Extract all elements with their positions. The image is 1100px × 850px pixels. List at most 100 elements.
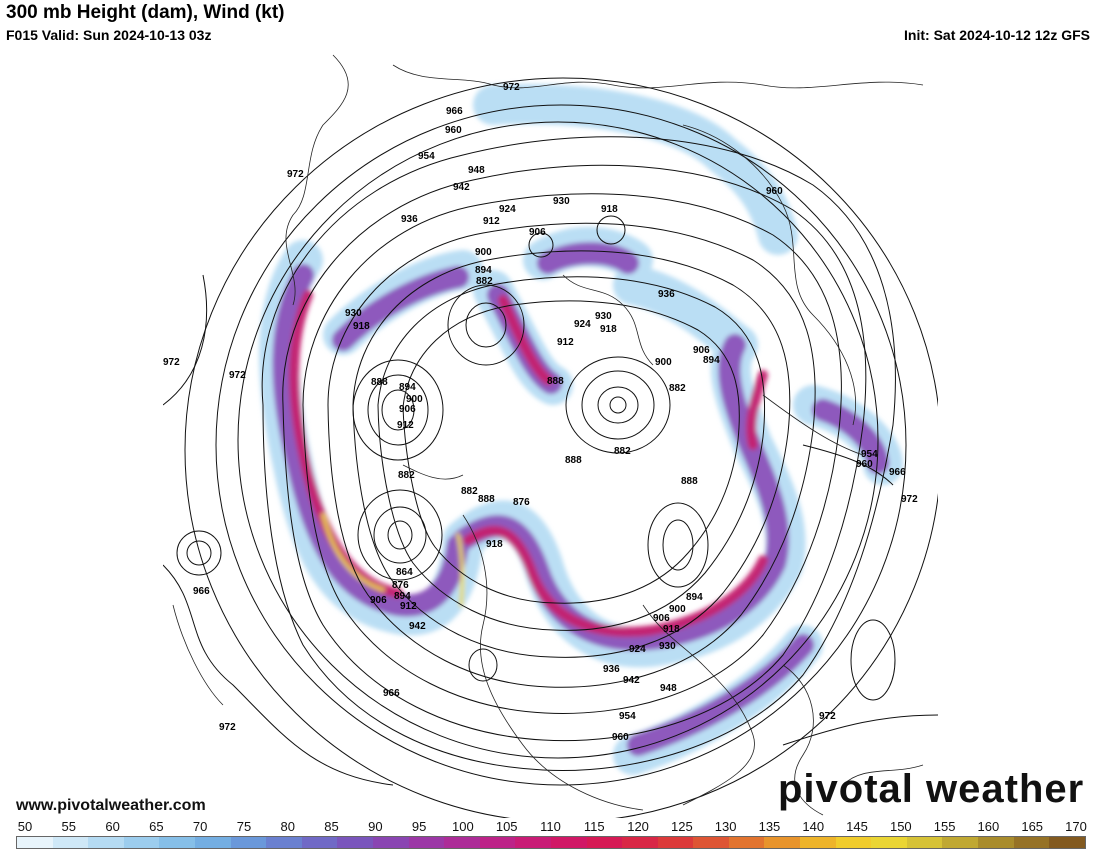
height-label: 894 bbox=[394, 591, 411, 602]
colorbar-swatch bbox=[622, 837, 658, 848]
height-label: 924 bbox=[499, 204, 516, 215]
height-label: 882 bbox=[476, 276, 493, 287]
colorbar-swatch bbox=[444, 837, 480, 848]
height-label: 876 bbox=[513, 497, 530, 508]
colorbar-tick-label: 70 bbox=[192, 819, 208, 834]
colorbar-tick-label: 90 bbox=[368, 819, 383, 834]
height-label: 912 bbox=[397, 420, 414, 431]
colorbar-tick-label: 130 bbox=[714, 819, 737, 834]
height-label: 882 bbox=[614, 446, 631, 457]
colorbar-swatch bbox=[942, 837, 979, 848]
colorbar-swatch bbox=[52, 837, 89, 848]
height-label: 888 bbox=[478, 494, 495, 505]
colorbar-swatch bbox=[266, 837, 302, 848]
colorbar-swatch bbox=[978, 837, 1014, 848]
colorbar-swatch bbox=[657, 837, 694, 848]
colorbar-tick-label: 85 bbox=[324, 819, 339, 834]
height-label: 936 bbox=[603, 664, 620, 675]
height-label: 888 bbox=[565, 455, 582, 466]
colorbar-swatch bbox=[123, 837, 160, 848]
height-label: 972 bbox=[287, 169, 304, 180]
colorbar-swatch bbox=[194, 837, 231, 848]
colorbar-tick-label: 135 bbox=[758, 819, 781, 834]
height-label: 906 bbox=[653, 613, 670, 624]
height-label: 900 bbox=[406, 394, 423, 405]
height-label: 936 bbox=[401, 214, 418, 225]
colorbar-tick-label: 65 bbox=[149, 819, 164, 834]
colorbar-tick-label: 110 bbox=[540, 819, 561, 834]
height-label: 966 bbox=[193, 586, 210, 597]
height-label: 930 bbox=[659, 641, 676, 652]
height-label: 900 bbox=[669, 604, 686, 615]
height-label: 966 bbox=[889, 467, 906, 478]
height-label: 912 bbox=[483, 216, 500, 227]
colorbar-swatch bbox=[479, 837, 516, 848]
colorbar-tick-label: 160 bbox=[977, 819, 1000, 834]
colorbar-swatch bbox=[693, 837, 729, 848]
colorbar-tick-label: 150 bbox=[889, 819, 912, 834]
height-label: 954 bbox=[418, 151, 435, 162]
colorbar-swatch bbox=[337, 837, 373, 848]
colorbar-tick-label: 140 bbox=[802, 819, 825, 834]
colorbar-swatch bbox=[800, 837, 836, 848]
height-label: 918 bbox=[600, 324, 617, 335]
height-label: 882 bbox=[398, 470, 415, 481]
height-label: 918 bbox=[663, 624, 680, 635]
height-label: 918 bbox=[353, 321, 370, 332]
colorbar-tick-label: 80 bbox=[280, 819, 295, 834]
height-label: 966 bbox=[383, 688, 400, 699]
colorbar-swatch bbox=[728, 837, 765, 848]
valid-time: F015 Valid: Sun 2024-10-13 03z bbox=[6, 27, 212, 43]
colorbar-swatch bbox=[301, 837, 338, 848]
init-time: Init: Sat 2024-10-12 12z GFS bbox=[904, 27, 1090, 43]
height-label: 936 bbox=[658, 289, 675, 300]
colorbar-tick-label: 105 bbox=[495, 819, 518, 834]
colorbar-swatch bbox=[871, 837, 907, 848]
height-label: 924 bbox=[574, 319, 591, 330]
colorbar-swatch bbox=[764, 837, 801, 848]
height-contours bbox=[163, 77, 938, 818]
colorbar-swatch bbox=[230, 837, 267, 848]
height-label: 960 bbox=[612, 732, 629, 743]
colorbar-tick-label: 125 bbox=[671, 819, 693, 834]
colorbar-swatch bbox=[159, 837, 195, 848]
height-label: 966 bbox=[446, 106, 463, 117]
map-panel[interactable]: 972 966 960 954 948 942 936 924 930 918 … bbox=[163, 45, 938, 818]
colorbar-swatch bbox=[586, 837, 623, 848]
height-label: 888 bbox=[681, 476, 698, 487]
height-label: 972 bbox=[229, 370, 246, 381]
colorbar-swatch bbox=[1049, 837, 1085, 848]
colorbar-tick-labels: 50 55 60 65 70 75 80 85 90 95 100 105 110 115 120 125 13… bbox=[0, 819, 1100, 834]
height-label: 900 bbox=[475, 247, 492, 258]
brand-logo: pivotal weather bbox=[778, 767, 1085, 811]
colorbar-swatch bbox=[550, 837, 587, 848]
colorbar-tick-label: 75 bbox=[236, 819, 252, 834]
height-label: 954 bbox=[861, 449, 878, 460]
colorbar-tick-label: 155 bbox=[933, 819, 956, 834]
colorbar-swatch bbox=[88, 837, 124, 848]
website-credit: www.pivotalweather.com bbox=[16, 797, 206, 814]
height-label: 960 bbox=[445, 125, 462, 136]
height-label: 972 bbox=[219, 722, 236, 733]
colorbar-swatch bbox=[1013, 837, 1050, 848]
height-label: 942 bbox=[453, 182, 470, 193]
colorbar-swatch bbox=[372, 837, 409, 848]
colorbar-tick-label: 115 bbox=[583, 819, 605, 834]
colorbar-tick-label: 145 bbox=[846, 819, 868, 834]
height-label: 894 bbox=[475, 265, 492, 276]
height-label: 960 bbox=[766, 186, 783, 197]
height-label: 918 bbox=[486, 539, 503, 550]
colorbar-swatch bbox=[17, 837, 53, 848]
colorbar-tick-label: 120 bbox=[627, 819, 649, 834]
colorbar-tick-label: 60 bbox=[105, 819, 120, 834]
colorbar-tick-label: 170 bbox=[1065, 819, 1087, 834]
height-labels: 972 966 960 954 948 942 936 924 930 918 … bbox=[163, 82, 918, 743]
colorbar-swatch bbox=[408, 837, 445, 848]
height-label: 888 bbox=[371, 377, 388, 388]
colorbar-swatch bbox=[906, 837, 943, 848]
wind-colorbar bbox=[16, 836, 1086, 849]
height-label: 948 bbox=[468, 165, 485, 176]
colorbar-swatch bbox=[515, 837, 551, 848]
height-label: 894 bbox=[686, 592, 703, 603]
height-label: 942 bbox=[409, 621, 426, 632]
